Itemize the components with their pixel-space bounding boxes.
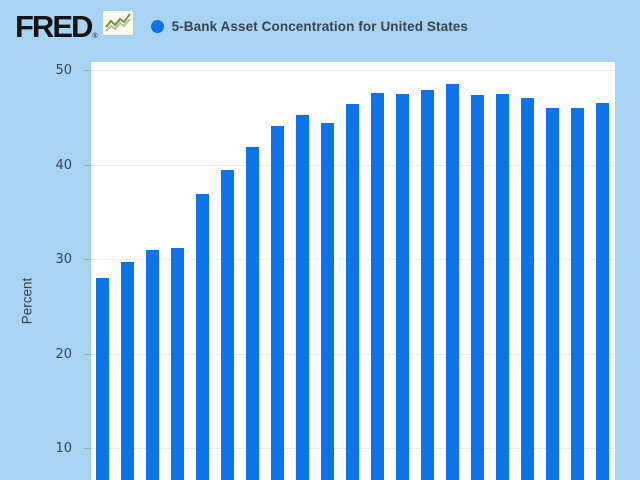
y-tick-label: 40 bbox=[55, 157, 72, 173]
y-tick-mark bbox=[84, 164, 91, 166]
bar[interactable] bbox=[196, 193, 209, 480]
bar[interactable] bbox=[421, 89, 434, 480]
bar[interactable] bbox=[96, 277, 109, 480]
fred-sparkline-icon bbox=[102, 11, 133, 40]
bar[interactable] bbox=[546, 108, 559, 480]
bar[interactable] bbox=[596, 103, 609, 480]
y-tick-mark bbox=[84, 259, 91, 260]
bar[interactable] bbox=[121, 262, 134, 480]
fred-logo-text: FRED bbox=[15, 9, 93, 44]
series-legend[interactable]: 5-Bank Asset Concentration for United St… bbox=[150, 18, 469, 34]
bar[interactable] bbox=[496, 94, 509, 480]
y-tick-label: 20 bbox=[55, 346, 72, 362]
bar[interactable] bbox=[146, 249, 159, 480]
bar[interactable] bbox=[246, 147, 259, 480]
bar[interactable] bbox=[571, 107, 584, 480]
bar[interactable] bbox=[371, 93, 384, 480]
bar[interactable] bbox=[446, 83, 459, 480]
bar[interactable] bbox=[346, 104, 359, 480]
header: FRED ® 5-Bank Asset Concentration for Un… bbox=[0, 0, 640, 52]
bar[interactable] bbox=[521, 97, 534, 480]
y-tick-mark bbox=[84, 448, 91, 449]
y-axis-title: Percent bbox=[19, 277, 35, 325]
bar[interactable] bbox=[296, 114, 309, 480]
series-legend-dot bbox=[150, 19, 164, 33]
y-tick-mark bbox=[84, 70, 91, 71]
fred-logo-link[interactable]: FRED ® bbox=[15, 9, 133, 44]
y-tick-label: 30 bbox=[55, 252, 72, 267]
registered-trademark-mark: ® bbox=[92, 33, 98, 40]
bar[interactable] bbox=[321, 122, 334, 480]
gridline bbox=[91, 70, 615, 71]
bar[interactable] bbox=[271, 125, 284, 480]
y-tick-label: 10 bbox=[55, 441, 72, 456]
bar[interactable] bbox=[471, 94, 484, 480]
plot-area bbox=[91, 62, 615, 480]
y-tick-label: 50 bbox=[55, 63, 72, 78]
y-tick-mark bbox=[84, 353, 91, 355]
series-legend-label: 5-Bank Asset Concentration for United St… bbox=[171, 18, 469, 34]
bar[interactable] bbox=[171, 248, 184, 480]
bar[interactable] bbox=[221, 169, 234, 480]
bar[interactable] bbox=[396, 93, 409, 480]
